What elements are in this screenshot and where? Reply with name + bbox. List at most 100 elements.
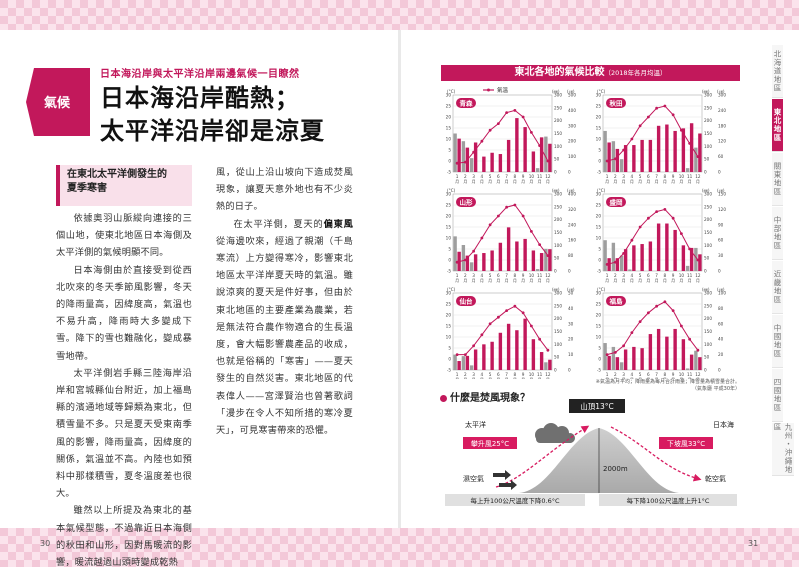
cloud-icon	[535, 423, 575, 443]
x-tick-label: 11	[687, 273, 693, 278]
wind-arrows-icon	[493, 470, 517, 490]
rain-bar	[689, 123, 694, 172]
temp-line	[606, 105, 699, 162]
x-tick-unit: 月	[496, 377, 500, 379]
x-tick-label: 1	[456, 174, 459, 179]
rain-bar	[698, 133, 702, 172]
y-tick-label-snow: 240	[718, 108, 726, 113]
snow-bar	[603, 130, 607, 172]
rain-bar	[465, 355, 470, 370]
y-tick-label-rain: 250	[704, 303, 712, 308]
temp-point	[630, 238, 634, 242]
y-axis-unit-temp: (°C)	[597, 188, 606, 193]
x-tick-label: 1	[606, 273, 609, 278]
temp-point	[529, 324, 533, 328]
x-tick-unit: 月	[496, 278, 500, 283]
rain-bar	[548, 249, 552, 271]
temp-point	[655, 304, 659, 308]
city-label: 福島	[609, 296, 624, 305]
rain-bar	[539, 352, 544, 370]
temp-point	[638, 320, 642, 323]
y-tick-label-temp: 0	[448, 357, 451, 362]
tab-kinki[interactable]: 近畿地區	[772, 261, 783, 314]
y-tick-label-temp: 20	[596, 313, 602, 318]
y-tick-label-rain: 200	[704, 217, 712, 222]
tab-hokkaido[interactable]: 北海道地區	[772, 45, 783, 98]
temp-point	[688, 337, 692, 341]
x-tick-label: 1	[606, 372, 609, 377]
temp-point	[630, 331, 634, 334]
rain-bar	[531, 339, 536, 370]
x-tick-label: 4	[481, 273, 484, 278]
x-tick-unit: 月	[529, 179, 533, 184]
x-tick-label: 6	[497, 273, 500, 278]
wet-air-label: 濕空氣	[463, 474, 484, 483]
temp-line	[456, 204, 549, 263]
snow-bar	[544, 136, 548, 172]
tab-chugoku[interactable]: 中國地區	[772, 315, 783, 368]
temp-point	[671, 113, 675, 117]
x-tick-label: 8	[664, 273, 667, 278]
x-tick-unit: 月	[538, 377, 542, 379]
x-tick-unit: 月	[513, 179, 517, 184]
paragraph: 在太平洋側，夏天的偏東風從海邊吹來，經過了親潮（千島寒流）上方變得寒冷，影響東北…	[216, 216, 353, 440]
legend-temp-dot	[487, 88, 490, 92]
ascend-box	[463, 437, 517, 449]
tab-chubu[interactable]: 中部地區	[772, 207, 783, 260]
y-tick-label-snow: 0	[568, 368, 571, 373]
x-tick-unit: 月	[496, 179, 500, 184]
x-tick-unit: 月	[696, 278, 700, 283]
y-axis-unit-snow: (㎝)	[717, 89, 725, 94]
y-tick-label-temp: 15	[596, 225, 602, 230]
y-tick-label-temp: 15	[596, 126, 602, 131]
snow-bar	[535, 168, 540, 172]
y-tick-label-temp: 15	[446, 126, 452, 131]
y-axis-unit-temp: (°C)	[447, 287, 456, 292]
rain-bar	[457, 361, 461, 370]
snow-bar	[611, 141, 616, 172]
rain-bar	[615, 148, 620, 172]
x-tick-unit: 月	[538, 278, 542, 283]
y-tick-label-rain: 250	[554, 303, 562, 308]
y-tick-label-snow: 40	[568, 306, 574, 311]
y-tick-label-temp: 0	[598, 159, 601, 164]
x-tick-unit: 月	[605, 179, 609, 184]
rain-bar	[656, 223, 661, 271]
temp-point	[613, 260, 617, 264]
tab-kyushu-okinawa[interactable]: 九州・沖繩地區	[772, 423, 794, 476]
y-tick-label-rain: 150	[704, 329, 712, 334]
x-tick-label: 8	[664, 174, 667, 179]
climate-charts: 氣溫降雨量降雪量-5051015202530050100150200250300…	[446, 86, 727, 379]
rain-bar	[515, 241, 519, 271]
city-label: 盛岡	[610, 197, 624, 206]
footnote-line-1: ※氣溫為月平均；降雨量為每月合計雨量；降雪量為積雪量合計。	[595, 379, 740, 385]
rain-bar	[607, 355, 611, 370]
bold-term: 偏東風	[323, 218, 353, 230]
y-tick-label-temp: -5	[597, 269, 602, 274]
y-tick-label-rain: 100	[704, 144, 712, 149]
y-tick-label-temp: 25	[446, 203, 452, 208]
x-tick-unit: 月	[472, 278, 476, 283]
y-tick-label-rain: 100	[704, 243, 712, 248]
temp-point	[613, 157, 617, 161]
x-tick-unit: 月	[663, 278, 667, 283]
y-tick-label-rain: 0	[704, 269, 707, 274]
y-tick-label-rain: 50	[554, 256, 560, 261]
x-tick-label: 4	[481, 372, 484, 377]
rain-bar	[623, 145, 628, 172]
rain-bar	[490, 341, 494, 370]
peak-label: 山頂13°C	[580, 401, 614, 411]
tab-shikoku[interactable]: 四國地區	[772, 369, 783, 422]
temp-point	[663, 104, 667, 108]
temp-point	[630, 137, 634, 141]
tab-tohoku[interactable]: 東北地區	[772, 99, 783, 152]
temp-point	[646, 115, 650, 119]
rain-bar	[656, 328, 661, 370]
temp-point	[696, 258, 700, 262]
snow-bar	[603, 343, 607, 370]
y-axis-unit-snow: (㎝)	[717, 287, 725, 292]
y-tick-label-rain: 250	[554, 204, 562, 209]
tab-kanto[interactable]: 關東地區	[772, 153, 783, 206]
rain-bar	[457, 138, 461, 172]
y-tick-label-temp: 30	[596, 93, 602, 98]
